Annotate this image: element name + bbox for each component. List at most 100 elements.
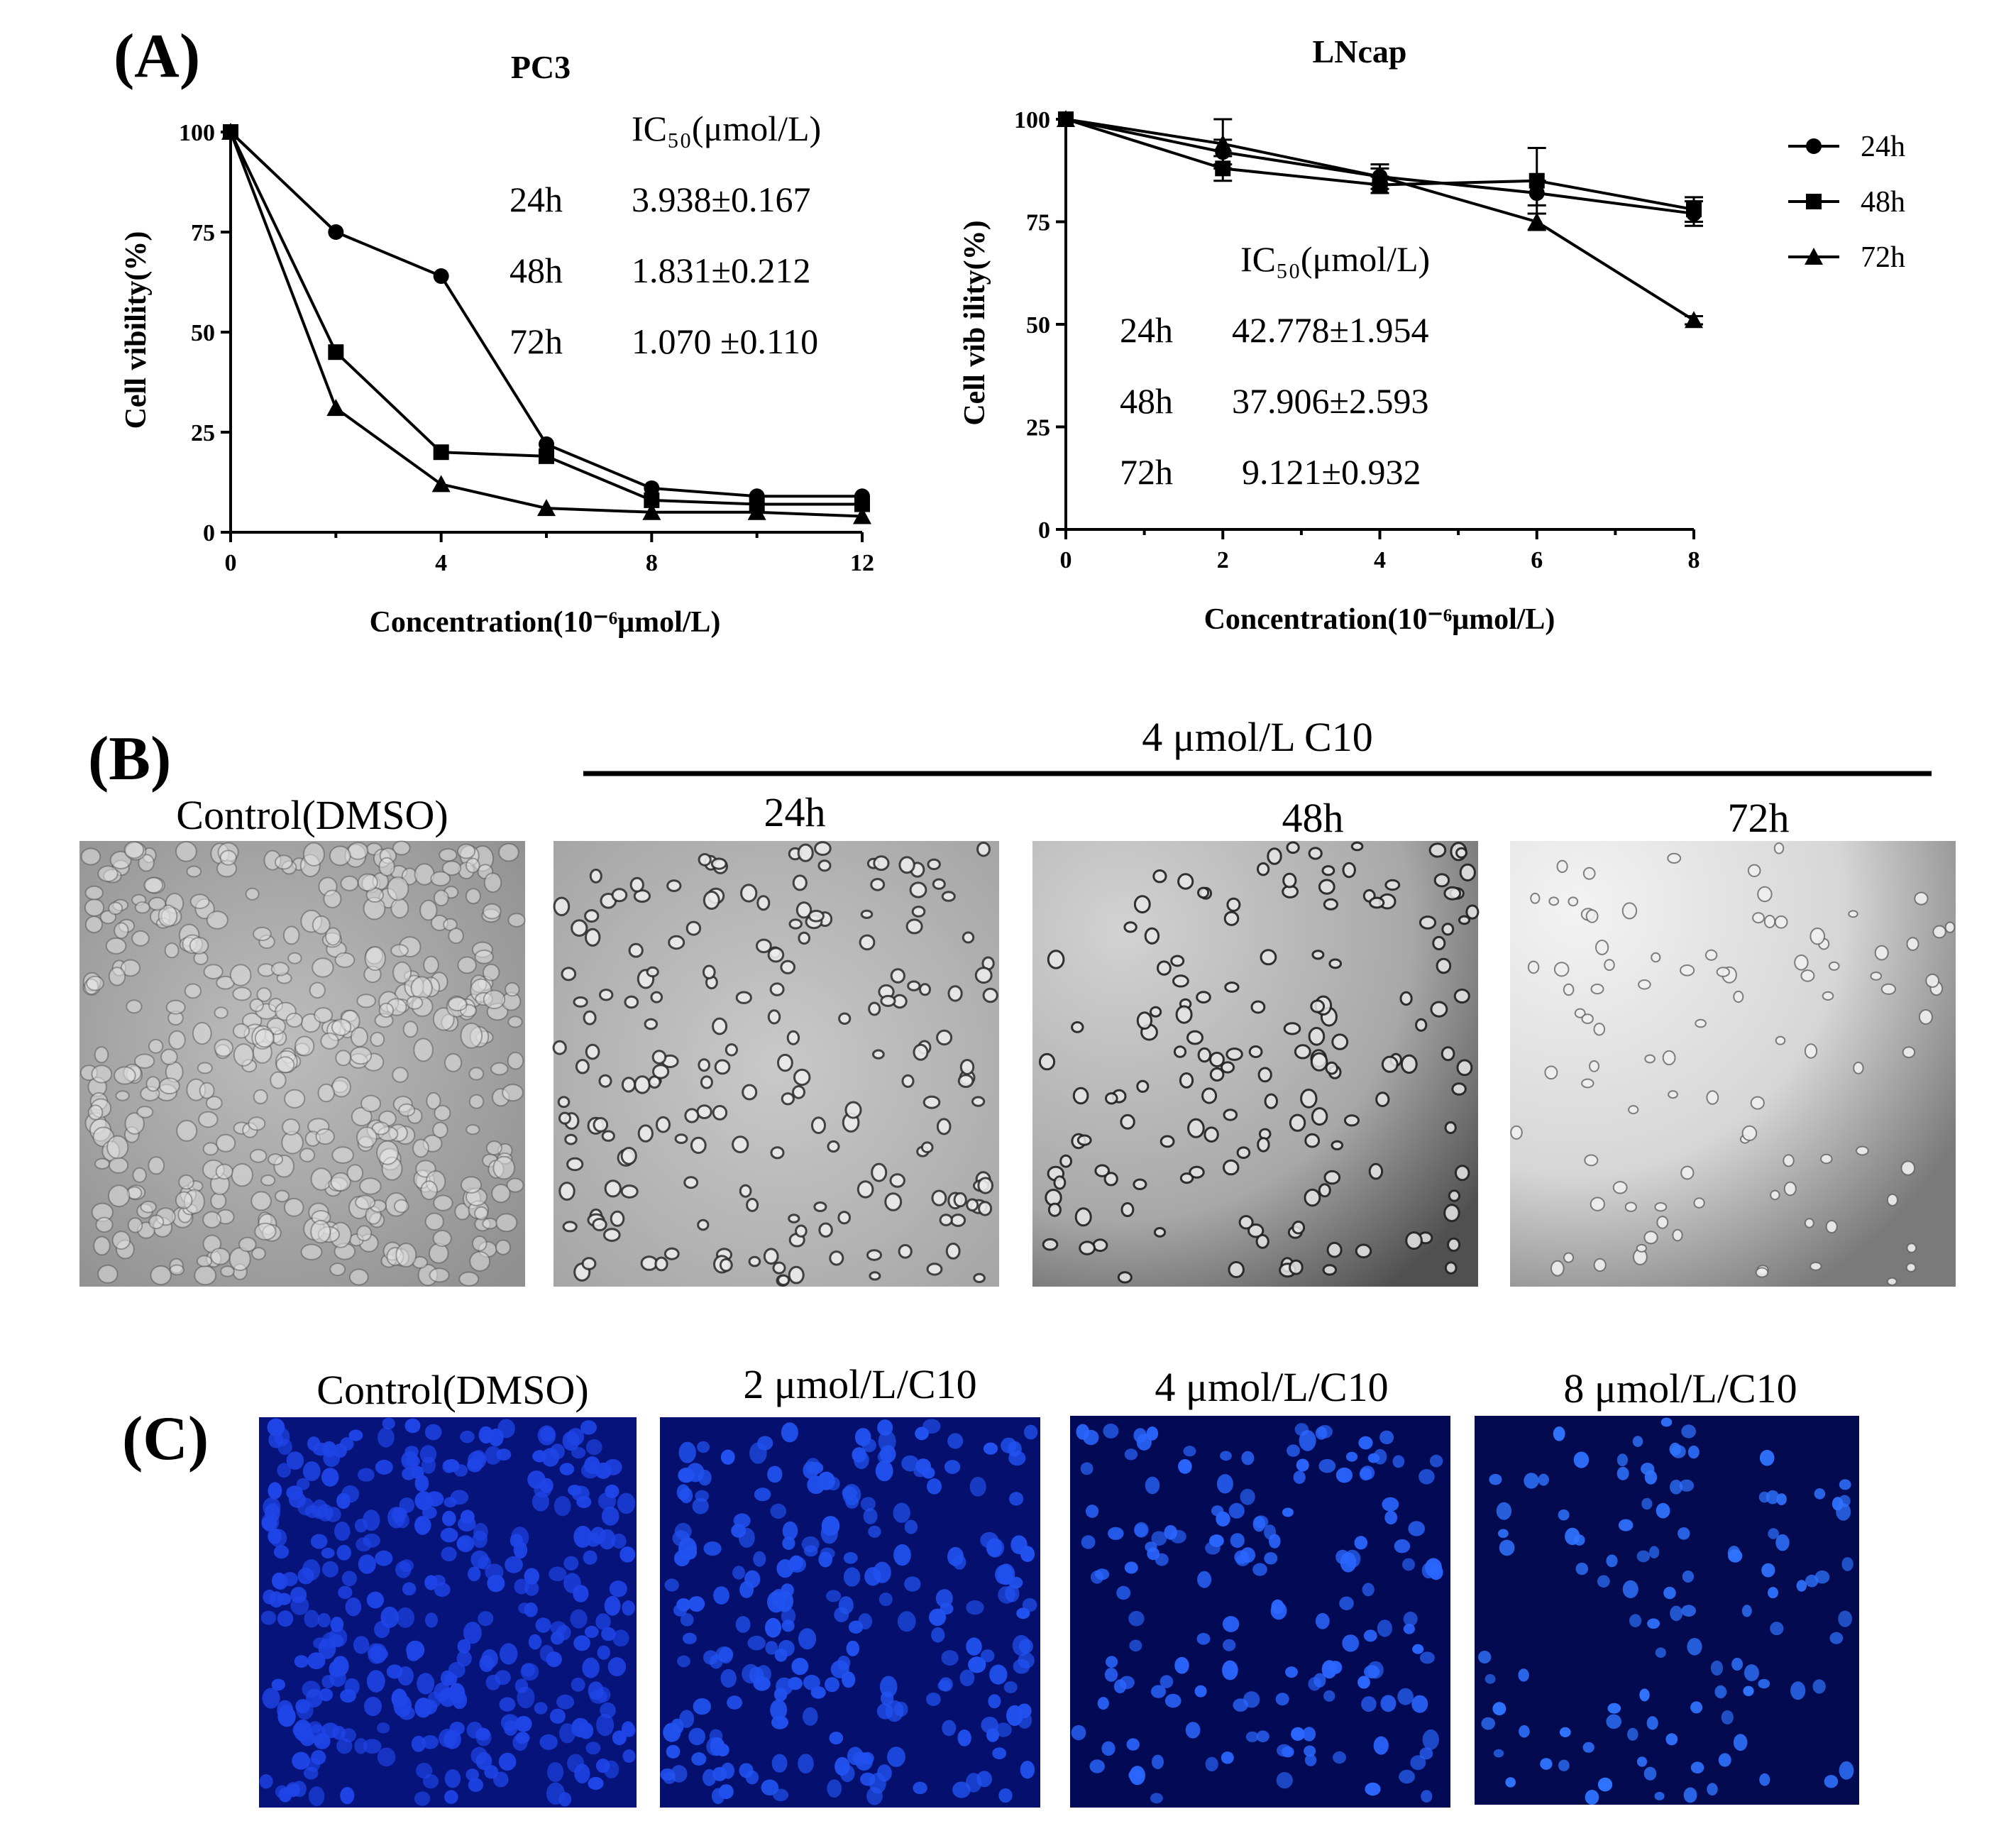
nucleus: [1770, 1622, 1784, 1636]
y-axis-label: Cell vib ility(%): [959, 220, 991, 425]
nucleus: [1361, 1696, 1377, 1712]
nucleus: [470, 1550, 489, 1569]
chart-lncap: LNcap 0 25 50 75 100 0 2 4 6 8 Concentration(10⁻…: [959, 33, 1703, 636]
cell: [1238, 1215, 1254, 1230]
micrograph-control: [79, 840, 526, 1287]
cell: [700, 1075, 713, 1089]
cell: [1774, 915, 1788, 929]
nucleus: [671, 1718, 684, 1734]
cell: [1399, 991, 1413, 1006]
cell: [1283, 1022, 1301, 1035]
nucleus: [878, 1593, 893, 1607]
cell: [413, 1038, 434, 1062]
panel-b-label: (B): [88, 725, 171, 793]
cell: [1286, 841, 1300, 854]
nucleus: [440, 1527, 458, 1543]
nucleus: [370, 1643, 387, 1663]
nucleus: [1083, 1429, 1099, 1446]
nucleus: [1707, 1783, 1718, 1796]
nucleus: [609, 1580, 627, 1597]
cell: [628, 942, 644, 958]
nucleus: [904, 1519, 918, 1534]
cell: [325, 927, 341, 946]
cell: [663, 1247, 680, 1260]
cell: [818, 1222, 833, 1238]
nucleus: [995, 1564, 1013, 1585]
cell: [652, 1064, 670, 1079]
nucleus: [1478, 1651, 1492, 1663]
data-point: [644, 492, 660, 508]
cell: [690, 1136, 707, 1155]
cell: [229, 964, 252, 986]
nucleus: [1379, 1430, 1394, 1445]
cell: [474, 950, 494, 964]
nucleus: [1240, 1488, 1255, 1505]
x-tick-label: 4: [1374, 547, 1386, 573]
cell: [592, 1218, 607, 1231]
nucleus: [277, 1706, 296, 1727]
cell: [941, 891, 956, 902]
nucleus: [1216, 1474, 1233, 1494]
nucleus: [1681, 1605, 1696, 1617]
nucleus: [1276, 1772, 1293, 1789]
y-tick-label: 0: [1038, 517, 1050, 544]
nucleus: [843, 1567, 861, 1587]
cell: [283, 1197, 304, 1217]
nucleus: [1116, 1585, 1131, 1600]
cell: [376, 1140, 400, 1165]
cell: [872, 1049, 885, 1060]
cell: [1172, 974, 1189, 988]
cell: [1321, 865, 1335, 876]
nucleus: [858, 1613, 873, 1630]
cell: [1071, 1021, 1084, 1033]
nucleus: [1223, 1639, 1236, 1651]
nucleus: [1419, 1651, 1435, 1664]
nucleus: [341, 1571, 357, 1587]
nucleus: [442, 1510, 456, 1527]
fluorescence-2umol: [660, 1417, 1040, 1808]
nucleus: [1597, 1777, 1613, 1792]
nucleus: [617, 1492, 636, 1514]
nucleus: [553, 1496, 571, 1517]
cell: [786, 1030, 800, 1045]
cell: [1120, 1202, 1135, 1217]
nucleus: [860, 1772, 876, 1786]
cell: [1644, 1054, 1656, 1064]
nucleus: [1616, 1466, 1629, 1480]
legend-marker-square: [1806, 194, 1822, 209]
nucleus: [329, 1627, 348, 1648]
cell: [491, 1184, 511, 1204]
nucleus: [1518, 1668, 1529, 1682]
nucleus: [1399, 1769, 1415, 1784]
nucleus: [678, 1441, 696, 1463]
cell: [238, 1236, 257, 1253]
nucleus: [288, 1492, 307, 1508]
cell: [346, 1164, 364, 1182]
nucleus: [1669, 1442, 1681, 1456]
nucleus: [1687, 1638, 1702, 1656]
cell: [482, 1217, 498, 1230]
cell: [461, 1176, 482, 1194]
cell: [1900, 1160, 1916, 1176]
nucleus: [770, 1699, 788, 1721]
cell: [1770, 1189, 1780, 1201]
cell: [360, 1094, 382, 1113]
cell: [158, 904, 178, 928]
cell: [1342, 862, 1356, 879]
panel-b: 4 μmol/L C10 Control(DMSO) 24h 48h 72h: [79, 714, 1956, 1287]
cell: [115, 1090, 130, 1101]
cell: [441, 860, 462, 876]
cell: [674, 1133, 688, 1144]
nucleus: [1597, 1575, 1610, 1588]
cell: [1584, 1154, 1599, 1167]
nucleus: [744, 1570, 761, 1588]
nucleus: [571, 1677, 585, 1692]
cell: [939, 1214, 953, 1226]
nucleus: [767, 1465, 783, 1483]
nucleus: [596, 1713, 615, 1737]
cell: [1152, 869, 1167, 884]
nucleus: [1493, 1749, 1504, 1758]
cell: [1906, 937, 1919, 951]
cell: [348, 1268, 369, 1286]
nucleus: [1222, 1616, 1240, 1632]
